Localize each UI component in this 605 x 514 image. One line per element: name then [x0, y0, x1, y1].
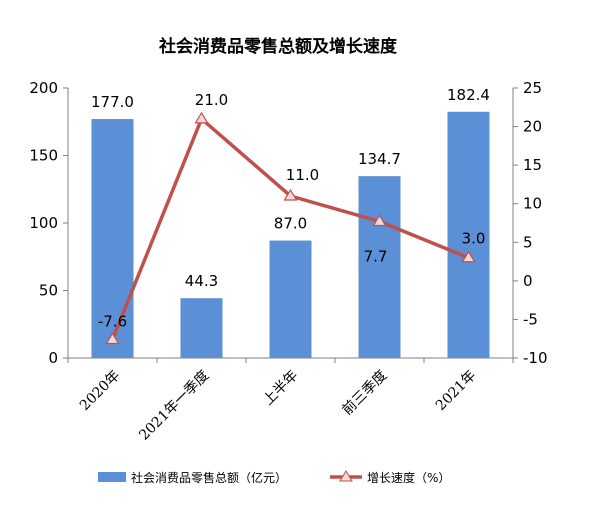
legend: 社会消费品零售总额（亿元） 增长速度（%）: [98, 470, 450, 485]
line-value-label: 21.0: [195, 91, 228, 109]
line-value-label: 3.0: [462, 230, 486, 248]
line-marker: [461, 250, 476, 263]
legend-line-marker: [339, 470, 353, 482]
data-labels-group: 177.0 44.3 87.0 134.7 182.4 -7.6 21.0 11.0 7.7 3.…: [91, 86, 490, 331]
y-right-tick-label: 10: [523, 195, 542, 213]
x-tick-label: 2020年: [77, 368, 123, 414]
y-left-tick-label: 150: [29, 147, 58, 165]
y-right-tick-label: -5: [523, 310, 538, 328]
bar-value-label: 44.3: [185, 272, 218, 290]
y-left-tick-label: 200: [29, 79, 58, 97]
legend-bar-swatch: [98, 472, 126, 482]
line-value-label: 11.0: [286, 166, 319, 184]
line-marker: [194, 111, 209, 124]
line-marker: [105, 332, 120, 345]
line-value-label: -7.6: [98, 312, 127, 330]
y-left-tick-label: 0: [48, 349, 58, 367]
bar-value-label: 87.0: [274, 215, 307, 233]
line-marker: [372, 214, 387, 227]
bars-group: [91, 111, 490, 358]
y-right-tick-label: 5: [523, 233, 533, 251]
bar: [269, 240, 312, 358]
y-left-tick-label: 100: [29, 214, 58, 232]
bar: [358, 176, 401, 358]
legend-bar-label: 社会消费品零售总额（亿元）: [131, 470, 287, 485]
bar-value-label: 182.4: [447, 86, 490, 104]
y-right-tick-label: 25: [523, 79, 542, 97]
x-tick-label: 2021年一季度: [136, 368, 212, 444]
x-tick-label: 上半年: [260, 368, 301, 409]
line-group: [105, 111, 476, 345]
legend-line-label: 增长速度（%）: [367, 470, 450, 485]
line-marker: [283, 188, 298, 201]
line-value-label: 7.7: [364, 247, 388, 265]
y-right-tick-label: 0: [523, 272, 533, 290]
bar-value-label: 177.0: [91, 93, 134, 111]
x-tick-label: 2021年: [433, 368, 479, 414]
bar: [180, 298, 223, 358]
y-right-tick-label: 20: [523, 118, 542, 136]
bar: [447, 111, 490, 358]
bar: [91, 119, 134, 358]
bar-value-label: 134.7: [358, 150, 401, 168]
y-right-tick-label: -10: [523, 349, 548, 367]
y-left-tick-label: 50: [39, 282, 58, 300]
y-right-tick-label: 15: [523, 156, 542, 174]
x-tick-label: 前三季度: [339, 367, 391, 419]
chart-title: 社会消费品零售总额及增长速度: [158, 36, 398, 57]
